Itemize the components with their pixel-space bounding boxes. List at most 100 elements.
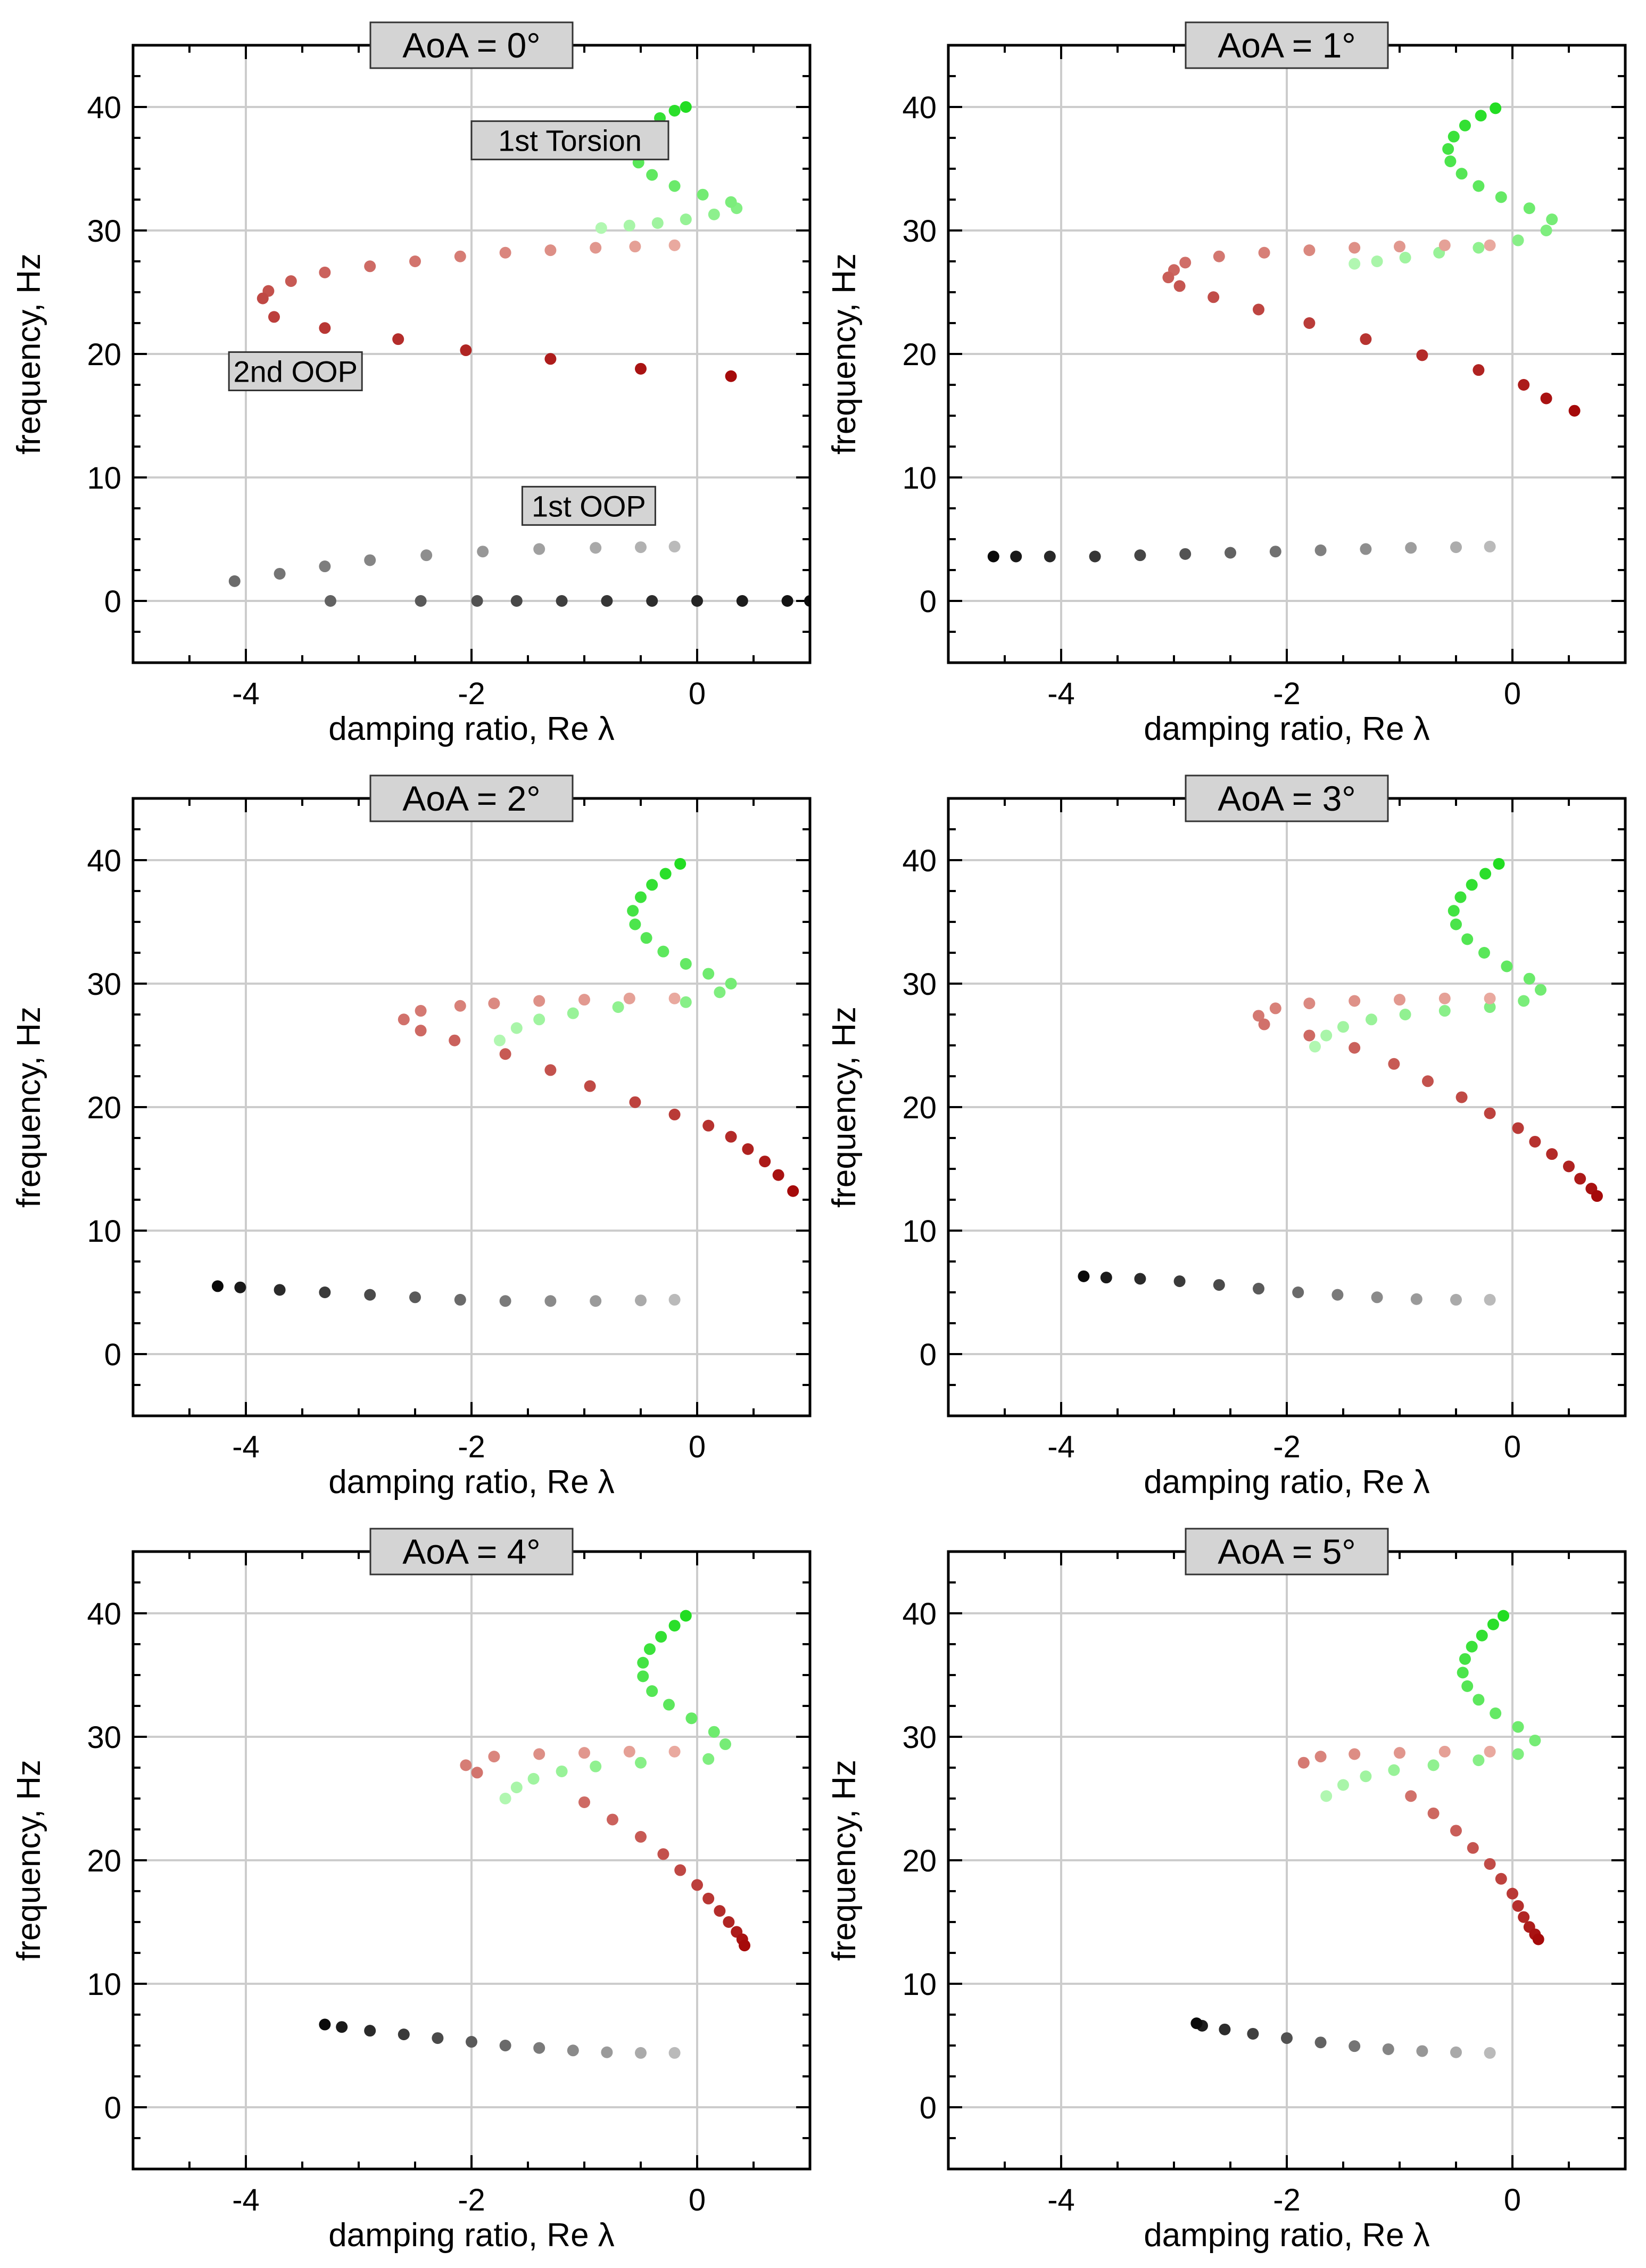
- panel-4: -4 -2 0 0 10 20 30 40 damping ratio, Re λ frequen…: [826, 774, 1627, 1500]
- data-point: [691, 595, 703, 607]
- data-point: [623, 1745, 635, 1758]
- x-axis-label: damping ratio, Re λ: [328, 1464, 615, 1500]
- panel-2: -4 -2 0 0 10 20 30 40 damping ratio, Re λ frequen…: [826, 21, 1627, 747]
- data-point: [1479, 868, 1492, 880]
- data-point: [1213, 250, 1225, 262]
- data-point: [499, 1048, 511, 1060]
- data-point: [723, 1916, 735, 1928]
- y-axis-label: frequency, Hz: [11, 1760, 47, 1961]
- y-tick-label: 0: [920, 1338, 937, 1372]
- data-point: [1442, 143, 1454, 155]
- data-point: [1269, 546, 1281, 558]
- data-point: [1438, 1005, 1451, 1017]
- data-point: [1450, 918, 1462, 930]
- y-tick-label: 30: [902, 1720, 937, 1755]
- panel-title: AoA = 5°: [1218, 1532, 1355, 1571]
- y-tick-label: 40: [87, 90, 121, 125]
- x-axis-label: damping ratio, Re λ: [1144, 711, 1430, 747]
- x-tick-label: 0: [1504, 1430, 1521, 1464]
- data-point: [668, 2047, 681, 2059]
- data-point: [454, 1000, 466, 1012]
- data-point: [460, 1759, 472, 1771]
- data-point: [1591, 1190, 1603, 1202]
- data-point: [1078, 1270, 1090, 1282]
- data-point: [657, 1848, 669, 1860]
- data-point: [471, 1767, 483, 1779]
- data-point: [635, 1756, 647, 1769]
- x-tick-label: -4: [1047, 2183, 1075, 2217]
- data-point: [1484, 2047, 1496, 2059]
- data-point: [1303, 317, 1316, 329]
- data-point: [590, 542, 602, 554]
- data-point: [668, 180, 681, 192]
- data-point: [274, 1284, 286, 1296]
- data-point: [454, 1293, 466, 1306]
- data-point: [702, 1119, 715, 1132]
- data-point: [1475, 110, 1487, 122]
- y-tick-label: 20: [87, 1844, 121, 1878]
- y-tick-label: 10: [902, 461, 937, 496]
- data-point: [1179, 257, 1192, 269]
- data-point: [635, 891, 647, 903]
- data-point: [285, 275, 297, 287]
- annotation-box: [228, 351, 363, 391]
- data-point: [578, 994, 590, 1006]
- data-point: [544, 1295, 557, 1307]
- data-point: [680, 996, 692, 1008]
- panel-6: -4 -2 0 0 10 20 30 40 damping ratio, Re λ frequen…: [826, 1528, 1627, 2254]
- panel-1: -4 -2 0 0 10 20 30 40 damping ratio, Re λ frequen…: [11, 21, 812, 747]
- data-point: [1303, 244, 1316, 257]
- data-points: [1078, 857, 1603, 1306]
- data-point: [1360, 333, 1372, 345]
- data-point: [714, 986, 726, 999]
- y-tick-label: 40: [902, 844, 937, 878]
- data-point: [742, 1143, 754, 1155]
- data-point: [1454, 891, 1467, 903]
- data-point: [319, 1286, 331, 1298]
- y-axis-label: frequency, Hz: [826, 1760, 863, 1961]
- data-point: [1455, 1091, 1468, 1103]
- data-point: [584, 1080, 596, 1092]
- data-point: [409, 1291, 421, 1304]
- data-point: [533, 2042, 545, 2054]
- data-point: [1399, 1009, 1411, 1020]
- data-point: [392, 333, 404, 345]
- data-point: [578, 1796, 590, 1808]
- y-axis-label: frequency, Hz: [11, 253, 47, 455]
- y-tick-label: 40: [902, 1597, 937, 1631]
- data-point: [257, 292, 269, 304]
- data-point: [1349, 2040, 1361, 2052]
- data-point: [499, 2040, 511, 2051]
- data-point: [1394, 241, 1405, 253]
- data-point: [772, 1169, 784, 1181]
- data-point: [668, 540, 681, 552]
- x-tick-label: -2: [458, 2183, 485, 2217]
- data-point: [420, 549, 433, 562]
- data-point: [1253, 1010, 1264, 1022]
- data-point: [460, 344, 472, 357]
- data-point: [1337, 1021, 1349, 1033]
- data-point: [1213, 1279, 1225, 1291]
- data-point: [635, 2047, 647, 2059]
- data-point: [590, 242, 602, 254]
- data-point: [499, 246, 511, 259]
- data-point: [533, 1748, 545, 1760]
- data-point: [595, 222, 607, 234]
- data-point: [1207, 291, 1220, 303]
- data-point: [268, 311, 280, 323]
- data-point: [1523, 972, 1535, 985]
- data-point: [1089, 550, 1101, 563]
- data-point: [787, 1185, 799, 1197]
- data-point: [1190, 2017, 1203, 2030]
- data-point: [725, 978, 737, 989]
- y-tick-label: 20: [87, 1091, 121, 1125]
- data-point: [212, 1280, 224, 1292]
- data-point: [781, 595, 793, 607]
- data-point: [1484, 1745, 1496, 1758]
- data-point: [1512, 1748, 1524, 1760]
- data-point: [319, 560, 331, 573]
- x-tick-label: -4: [232, 2183, 260, 2217]
- y-tick-label: 30: [902, 967, 937, 1002]
- panel-title: AoA = 3°: [1218, 779, 1355, 818]
- data-point: [1427, 1759, 1440, 1771]
